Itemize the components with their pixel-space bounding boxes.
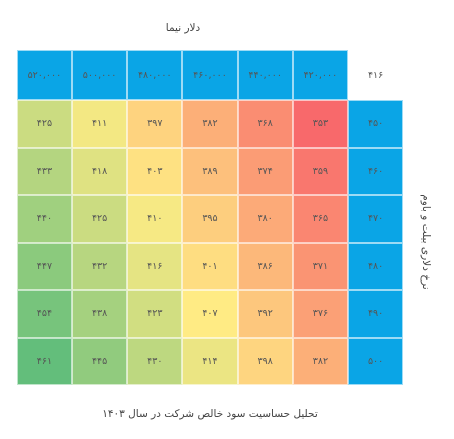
table-cell: ۳۷۶ <box>292 290 348 338</box>
corner: ۴۱۶ <box>348 50 404 100</box>
table-cell: ۴۳۸ <box>72 290 128 338</box>
table-cell: ۴۱۴ <box>182 337 238 385</box>
table-cell: ۴۴۰ <box>16 195 72 243</box>
table-cell: ۴۳۲ <box>72 242 128 290</box>
table-cell: ۴۳۳ <box>16 147 72 195</box>
table-cell: ۳۶۵ <box>292 195 348 243</box>
table-cell: ۴۰۷ <box>182 290 238 338</box>
table-cell: ۴۰۱ <box>182 242 238 290</box>
row-header: ۴۵۰ <box>348 100 404 148</box>
caption: تحلیل حساسیت سود خالص شرکت در سال ۱۴۰۳ <box>102 408 318 420</box>
column-header: ۴۲۰,۰۰۰ <box>292 50 348 100</box>
table-cell: ۳۸۰ <box>237 195 293 243</box>
table-cell: ۳۷۴ <box>237 147 293 195</box>
row-header: ۴۹۰ <box>348 290 404 338</box>
table-cell: ۳۹۷ <box>127 100 183 148</box>
table-cell: ۴۳۰ <box>127 337 183 385</box>
table-cell: ۴۶۱ <box>16 337 72 385</box>
title: دلار نیما <box>165 22 201 34</box>
table-cell: ۴۱۸ <box>72 147 128 195</box>
side-label: نرخ دلاری بیلت و باوم <box>420 194 432 290</box>
table-cell: ۳۷۱ <box>292 242 348 290</box>
column-header: ۴۸۰,۰۰۰ <box>127 50 183 100</box>
table-cell: ۳۸۲ <box>292 337 348 385</box>
table-cell: ۳۶۸ <box>237 100 293 148</box>
table-cell: ۴۰۳ <box>127 147 183 195</box>
row-header: ۴۸۰ <box>348 242 404 290</box>
table-cell: ۴۵۴ <box>16 290 72 338</box>
table-cell: ۳۸۲ <box>182 100 238 148</box>
table-cell: ۴۲۵ <box>16 100 72 148</box>
row-header: ۴۶۰ <box>348 147 404 195</box>
table-cell: ۴۲۵ <box>72 195 128 243</box>
table-cell: ۳۸۹ <box>182 147 238 195</box>
column-header: ۵۲۰,۰۰۰ <box>16 50 72 100</box>
table-cell: ۴۱۶ <box>127 242 183 290</box>
table-cell: ۳۵۹ <box>292 147 348 195</box>
table-cell: ۴۴۵ <box>72 337 128 385</box>
table-cell: ۴۴۷ <box>16 242 72 290</box>
row-header: ۵۰۰ <box>348 337 404 385</box>
table-cell: ۳۵۳ <box>292 100 348 148</box>
table-cell: ۳۹۵ <box>182 195 238 243</box>
table-cell: ۴۱۰ <box>127 195 183 243</box>
column-header: ۵۰۰,۰۰۰ <box>72 50 128 100</box>
table-cell: ۳۸۶ <box>237 242 293 290</box>
table-cell: ۳۹۸ <box>237 337 293 385</box>
column-header: ۴۴۰,۰۰۰ <box>237 50 293 100</box>
row-header: ۴۷۰ <box>348 195 404 243</box>
table-cell: ۳۹۲ <box>237 290 293 338</box>
column-header: ۴۶۰,۰۰۰ <box>182 50 238 100</box>
table-cell: ۴۲۳ <box>127 290 183 338</box>
table-cell: ۴۱۱ <box>72 100 128 148</box>
